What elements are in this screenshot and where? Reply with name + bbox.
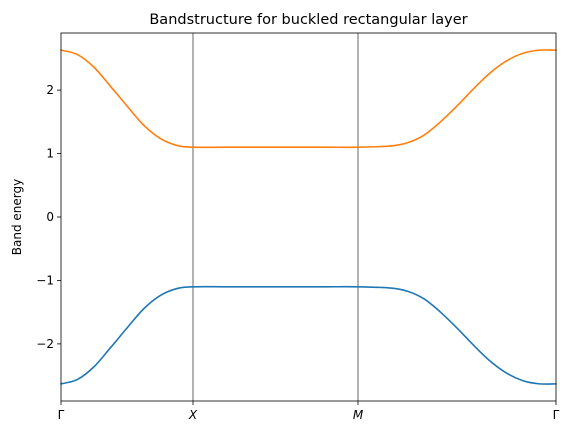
y-tick-label: 0: [46, 210, 54, 224]
bands: [60, 49, 557, 385]
y-tick-label: −2: [36, 337, 54, 351]
y-axis-ticks: −2 −1 0 1 2: [36, 83, 61, 351]
x-tick-label: X: [188, 408, 198, 422]
y-tick-label: −1: [36, 273, 54, 287]
valence-band-line: [60, 285, 557, 385]
plot-frame: [60, 32, 557, 402]
high-symmetry-lines: [192, 33, 359, 401]
conduction-band-line: [60, 49, 557, 149]
x-tick-label: M: [353, 408, 364, 422]
x-tick-label: Γ: [553, 408, 560, 422]
chart-title: Bandstructure for buckled rectangular la…: [149, 12, 467, 28]
y-tick-label: 2: [46, 83, 54, 97]
y-axis-label: Band energy: [10, 179, 24, 255]
x-tick-label: Γ: [58, 408, 65, 422]
y-tick-label: 1: [46, 147, 54, 161]
